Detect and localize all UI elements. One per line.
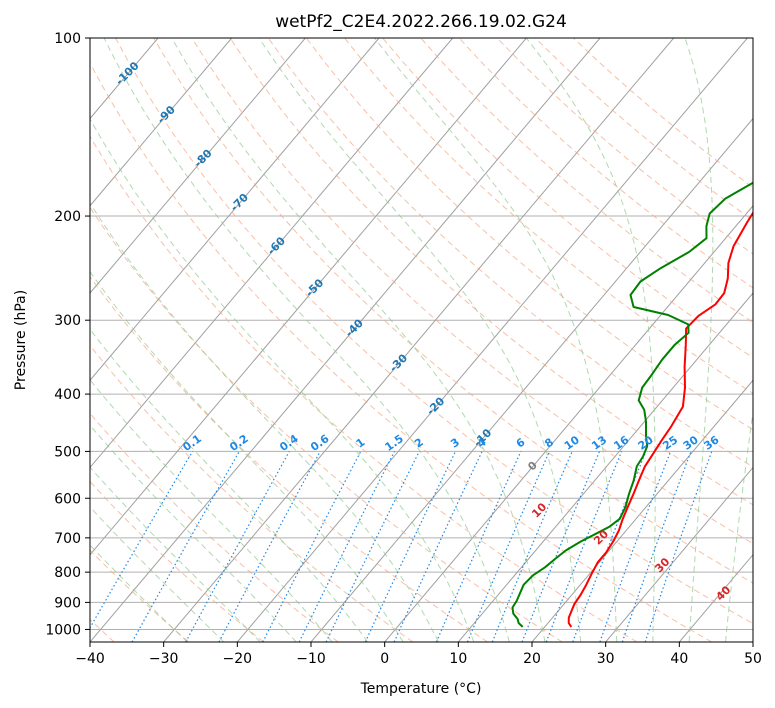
x-tick-label: −10: [296, 651, 326, 667]
x-tick-label: −40: [75, 651, 105, 667]
y-tick-label: 900: [54, 595, 81, 611]
dry-adiabat-line: [115, 38, 753, 625]
isotherm-line: [90, 38, 527, 556]
isotherm-line: [90, 38, 380, 382]
mixing-ratio-line: [298, 451, 396, 642]
moist-adiabat-line: [684, 38, 714, 642]
y-tick-label: 200: [54, 209, 81, 225]
mixing-ratio-line: [621, 451, 692, 642]
mixing-ratio-line: [599, 451, 672, 642]
moist-adiabat-line: [90, 544, 188, 642]
mixing-ratio-line: [572, 451, 647, 642]
x-tick-label: 50: [744, 651, 762, 667]
mixing-ratio-lines: [90, 451, 713, 642]
mixing-ratio-line: [521, 451, 601, 642]
isotherm-line: [605, 466, 753, 642]
isobar-lines: [90, 38, 753, 630]
isotherm-line: [90, 38, 233, 207]
x-tick-label: 20: [523, 651, 541, 667]
y-axis-title: Pressure (hPa): [13, 290, 29, 390]
dry-adiabat-line: [90, 344, 414, 642]
x-tick-label: 30: [597, 651, 615, 667]
moist-adiabat-line: [103, 38, 510, 642]
dry-adiabat-line: [420, 38, 753, 323]
isotherm-line: [531, 379, 753, 642]
mixing-ratio-line: [218, 451, 321, 642]
dry-adiabat-line: [90, 61, 712, 642]
isotherm-line: [236, 38, 748, 642]
isotherm-line: [384, 205, 753, 642]
moist-adiabat-line: [90, 117, 475, 642]
moist-adiabat-line: [171, 38, 546, 642]
isotherm-lines: [90, 38, 753, 642]
x-axis-ticks: −40 −30 −20 −10 0 10 20 30 40 50: [75, 642, 762, 667]
mixing-ratio-line: [644, 451, 713, 642]
dry-adiabat-line: [305, 38, 753, 431]
dry-adiabat-line: [90, 135, 638, 642]
y-tick-label: 1000: [45, 622, 81, 638]
x-tick-label: −20: [223, 651, 253, 667]
dry-adiabat-line: [458, 38, 753, 289]
dewpoint-line: [511, 181, 753, 628]
x-tick-label: 0: [380, 651, 389, 667]
dry-adiabat-line: [153, 38, 753, 584]
isotherm-line: [90, 38, 454, 469]
dry-adiabat-line: [267, 38, 753, 468]
plot-area: -100-90-80-70-60-50-40-30-20-10010203040…: [90, 38, 753, 642]
temperature-line: [567, 210, 753, 628]
moist-adiabat-line: [90, 424, 297, 642]
moist-adiabat-line: [90, 270, 404, 642]
y-tick-label: 300: [54, 313, 81, 329]
y-tick-label: 800: [54, 565, 81, 581]
dry-adiabat-line: [90, 275, 488, 642]
chart-title: wetPf2_C2E4.2022.266.19.02.G24: [275, 12, 567, 32]
dry-adiabat-line: [90, 206, 563, 642]
y-tick-label: 500: [54, 444, 81, 460]
y-tick-label: 100: [54, 31, 81, 47]
mixing-ratio-line: [491, 451, 573, 642]
x-tick-label: 10: [449, 651, 467, 667]
mixing-ratio-line: [466, 451, 551, 642]
dry-adiabat-line: [229, 38, 753, 506]
moist-adiabat-line: [725, 408, 753, 642]
dry-adiabat-lines: [90, 38, 753, 642]
dry-adiabat-line: [90, 480, 264, 642]
mixing-ratio-line: [545, 451, 623, 642]
sounding-series: [511, 181, 753, 628]
x-tick-label: 40: [670, 651, 688, 667]
moist-adiabat-line: [525, 38, 656, 642]
moist-adiabat-line: [90, 328, 369, 642]
y-axis-ticks: 100 200 300 400 500 600 700 800 900 1000: [45, 31, 90, 638]
dry-adiabat-line: [90, 549, 190, 642]
isotherm-line: [457, 292, 753, 642]
y-tick-label: 400: [54, 387, 81, 403]
x-tick-label: −30: [149, 651, 179, 667]
moist-adiabat-line: [90, 378, 333, 642]
y-tick-label: 700: [54, 531, 81, 547]
mixing-ratio-line: [435, 451, 522, 642]
isotherm-line: [163, 38, 675, 642]
isotherm-line: [90, 38, 306, 294]
isotherm-line: [90, 38, 601, 642]
mixing-ratio-line: [131, 451, 240, 642]
plot-frame: [89, 37, 754, 643]
dry-adiabat-line: [191, 38, 753, 545]
mixing-ratio-line: [185, 451, 290, 642]
x-axis-title: Temperature (°C): [360, 681, 482, 697]
y-tick-label: 600: [54, 491, 81, 507]
